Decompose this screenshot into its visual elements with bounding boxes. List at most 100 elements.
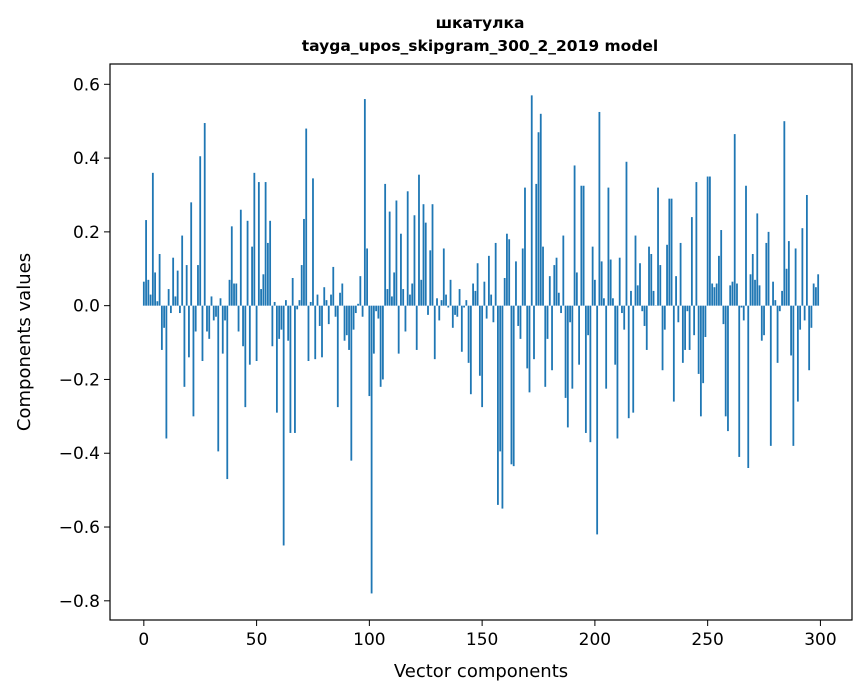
bar-238 <box>679 242 682 306</box>
bar-145 <box>469 305 472 395</box>
bar-164 <box>512 305 515 467</box>
bar-192 <box>575 272 578 306</box>
bar-246 <box>697 305 700 374</box>
bar-230 <box>661 305 664 371</box>
bar-232 <box>666 244 668 306</box>
bar-47 <box>248 305 251 365</box>
bar-196 <box>584 305 587 433</box>
bar-284 <box>783 121 786 306</box>
bar-211 <box>618 257 621 306</box>
bar-114 <box>400 233 402 306</box>
bar-131 <box>438 305 441 321</box>
bar-45 <box>244 305 247 408</box>
bar-153 <box>487 255 490 306</box>
bar-93 <box>352 305 355 330</box>
bar-11 <box>167 289 170 306</box>
bar-250 <box>706 176 709 306</box>
plot-area-frame <box>109 63 853 621</box>
x-tick-label: 250 <box>691 630 723 650</box>
bar-274 <box>760 305 763 341</box>
bar-136 <box>449 279 452 306</box>
bar-92 <box>350 305 353 461</box>
bar-271 <box>754 279 756 306</box>
bar-172 <box>530 95 533 306</box>
bar-150 <box>481 305 484 408</box>
bar-161 <box>506 233 508 306</box>
bar-42 <box>237 305 240 332</box>
bar-5 <box>154 272 156 306</box>
bar-155 <box>492 305 495 323</box>
bar-31 <box>212 305 215 321</box>
bar-298 <box>815 287 817 306</box>
bar-123 <box>420 279 423 306</box>
bar-97 <box>361 305 364 317</box>
bar-213 <box>623 305 626 330</box>
bar-63 <box>285 300 287 306</box>
bar-275 <box>763 305 765 336</box>
bar-282 <box>778 305 781 312</box>
bar-120 <box>413 215 416 306</box>
bar-226 <box>652 290 655 306</box>
bar-297 <box>812 283 815 306</box>
bar-268 <box>747 305 750 468</box>
bar-276 <box>765 242 768 306</box>
bar-160 <box>503 277 506 306</box>
bar-112 <box>395 200 398 306</box>
bar-1 <box>145 220 147 306</box>
bar-13 <box>172 257 175 306</box>
bar-26 <box>201 305 204 361</box>
bar-40 <box>233 283 235 306</box>
bar-280 <box>774 300 777 306</box>
bar-244 <box>693 305 696 336</box>
bar-143 <box>465 300 468 306</box>
bar-197 <box>587 305 590 336</box>
bar-254 <box>715 283 718 306</box>
bar-55 <box>266 242 269 306</box>
bar-25 <box>199 156 202 306</box>
bar-30 <box>210 296 213 306</box>
bar-177 <box>542 246 544 306</box>
y-tick-label: 0.4 <box>73 149 100 169</box>
bar-38 <box>228 279 231 306</box>
bar-190 <box>571 305 574 389</box>
bar-291 <box>799 305 802 330</box>
y-tick-label: 0.2 <box>73 223 100 243</box>
bar-204 <box>603 298 605 306</box>
bar-88 <box>341 283 344 306</box>
bar-239 <box>681 305 684 363</box>
bar-144 <box>467 305 470 363</box>
bar-61 <box>280 305 283 330</box>
bar-8 <box>160 305 163 350</box>
bar-253 <box>713 287 716 306</box>
bar-159 <box>501 305 504 509</box>
bar-73 <box>307 305 310 361</box>
bar-103 <box>375 305 378 312</box>
bar-115 <box>402 289 405 306</box>
bar-195 <box>582 185 585 306</box>
bar-199 <box>591 246 594 306</box>
bar-294 <box>805 194 808 306</box>
bar-139 <box>456 305 459 317</box>
x-tick-label: 150 <box>466 630 498 650</box>
bar-237 <box>677 305 680 323</box>
bar-140 <box>458 289 461 306</box>
bar-154 <box>490 294 493 306</box>
bar-113 <box>397 305 400 354</box>
y-tick-label: 0.0 <box>73 297 100 317</box>
y-axis-ticks: 0.6 0.4 0.2 0.0 −0.2 −0.4 −0.6 −0.8 <box>59 75 110 612</box>
bar-165 <box>515 261 517 306</box>
bar-288 <box>792 305 795 446</box>
chart-title: шкатулка <box>436 14 525 32</box>
bar-236 <box>675 276 677 306</box>
bar-203 <box>600 261 603 306</box>
bar-62 <box>282 305 285 546</box>
bar-90 <box>345 305 348 336</box>
bar-173 <box>533 305 535 360</box>
bar-14 <box>174 296 177 306</box>
bar-265 <box>740 305 743 308</box>
bar-20 <box>188 305 190 358</box>
bar-69 <box>298 300 301 306</box>
bar-245 <box>695 182 698 306</box>
bar-217 <box>632 305 635 413</box>
bar-80 <box>323 287 326 306</box>
